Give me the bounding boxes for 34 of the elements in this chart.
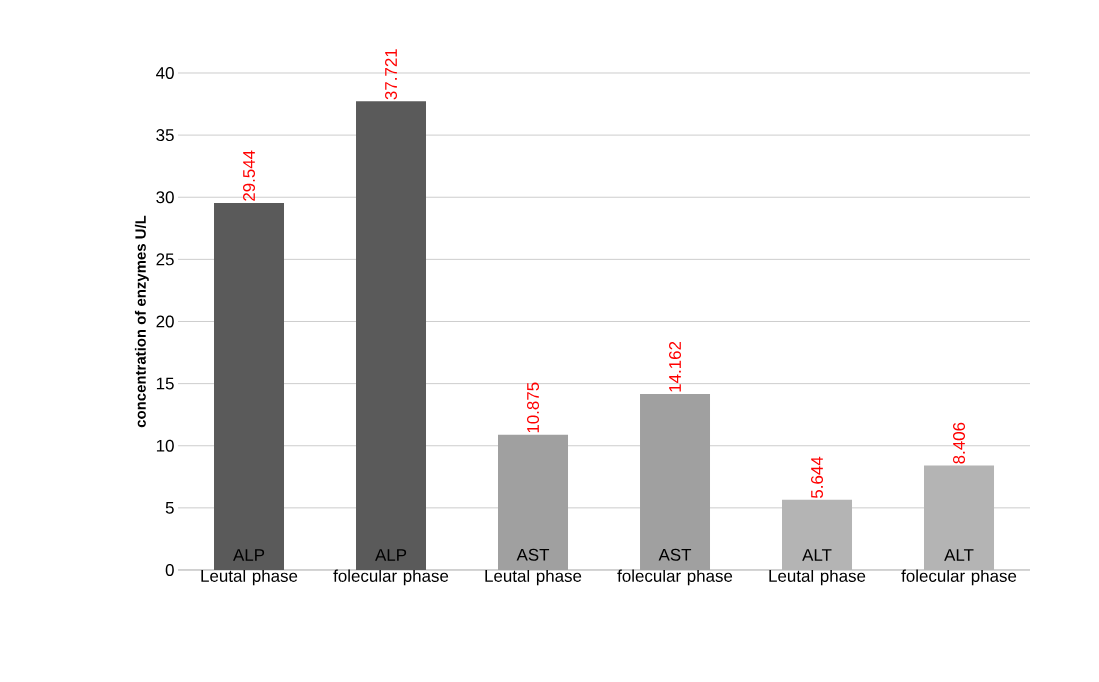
y-tick-label: 15 bbox=[156, 377, 174, 390]
y-tick-label: 30 bbox=[156, 191, 174, 204]
data-label: 14.162 bbox=[669, 341, 682, 392]
annotation: AST bbox=[516, 548, 550, 561]
data-label: 8.406 bbox=[953, 422, 966, 464]
data-label: 37.721 bbox=[385, 49, 398, 100]
bar bbox=[356, 101, 427, 570]
y-tick-label: 0 bbox=[165, 563, 174, 576]
bar bbox=[924, 465, 995, 570]
y-tick-label: 25 bbox=[156, 253, 174, 266]
x-tick-label: Leutal phase bbox=[769, 569, 866, 586]
y-axis-title: concentration of enzymes U/L bbox=[134, 215, 149, 428]
annotation: ALP bbox=[233, 549, 265, 561]
data-label: 29.544 bbox=[243, 150, 256, 201]
bar bbox=[214, 202, 285, 570]
data-label: 10.875 bbox=[527, 382, 540, 433]
annotation: AST bbox=[658, 548, 692, 561]
annotation: ALT bbox=[802, 549, 832, 561]
y-tick-label: 10 bbox=[156, 439, 174, 452]
bar bbox=[640, 394, 711, 570]
annotation: ALP bbox=[375, 549, 407, 561]
x-tick-label: folecular phase bbox=[617, 569, 733, 586]
bar bbox=[498, 434, 569, 570]
y-tick-label: 5 bbox=[165, 501, 174, 514]
x-tick-label: folecular phase bbox=[333, 569, 449, 586]
bar bbox=[782, 499, 853, 570]
y-tick-label: 40 bbox=[156, 66, 174, 79]
y-tick-label: 35 bbox=[156, 129, 174, 142]
data-label: 5.644 bbox=[811, 456, 824, 498]
y-tick-label: 20 bbox=[156, 315, 174, 328]
x-tick-label: folecular phase bbox=[901, 569, 1017, 586]
x-tick-label: Leutal phase bbox=[485, 569, 582, 586]
annotation: ALT bbox=[944, 549, 974, 561]
x-tick-label: Leutal phase bbox=[201, 569, 298, 586]
